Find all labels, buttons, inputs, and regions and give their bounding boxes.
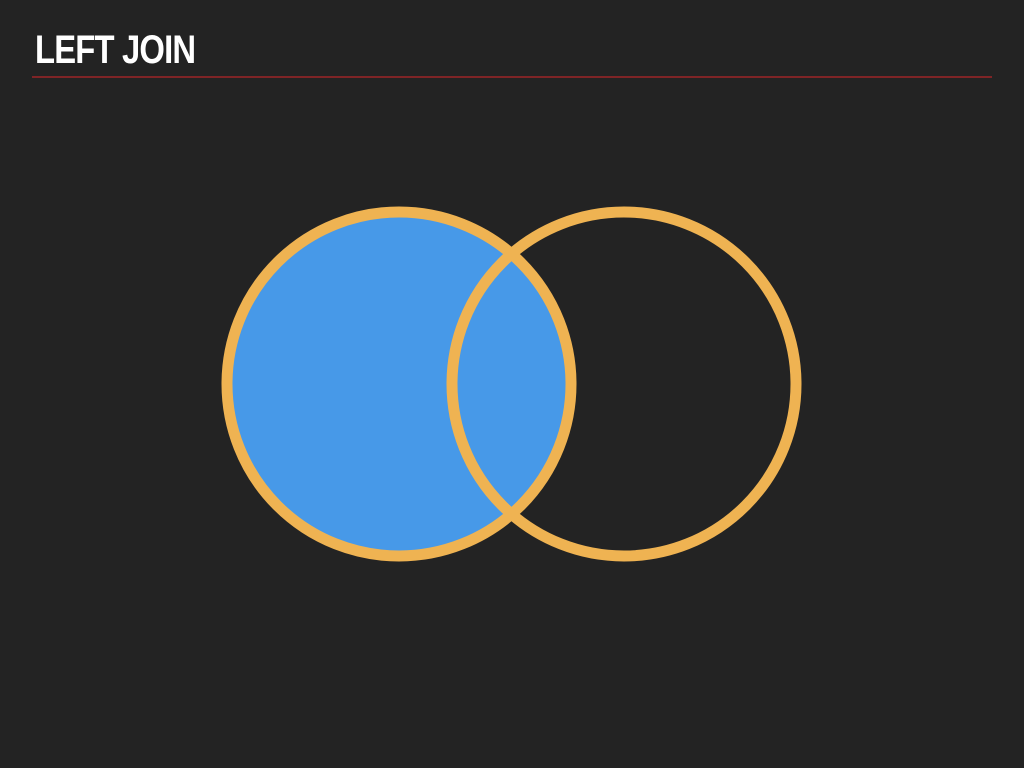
page-title: LEFT JOIN (35, 28, 196, 72)
left-set-fill (227, 212, 571, 556)
title-divider (32, 76, 992, 78)
right-set-circle (446, 206, 802, 562)
left-set-circle (221, 206, 577, 562)
